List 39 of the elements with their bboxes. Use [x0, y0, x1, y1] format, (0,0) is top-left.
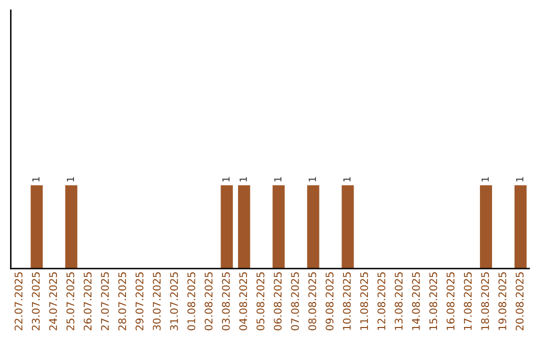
x-tick-label: 13.08.2025: [394, 272, 403, 330]
x-tick-label: 22.07.2025: [14, 272, 22, 330]
x-tick-label: 08.08.2025: [308, 272, 316, 330]
x-tick-label: 12.08.2025: [377, 272, 386, 330]
x-tick-label: 30.07.2025: [152, 272, 161, 330]
x-tick-label: 18.08.2025: [481, 272, 490, 330]
x-tick-label: 16.08.2025: [446, 272, 454, 330]
x-tick-label: 01.08.2025: [187, 272, 196, 330]
x-tick-label: 20.08.2025: [516, 272, 524, 330]
x-tick-label: 28.07.2025: [118, 272, 126, 330]
x-tick-label: 24.07.2025: [49, 272, 58, 330]
data-label: 1: [240, 177, 247, 182]
data-label: 1: [32, 177, 40, 182]
x-tick-label: 15.08.2025: [429, 272, 438, 330]
x-tick-label: 26.07.2025: [84, 272, 92, 330]
x-tick-label: 04.08.2025: [239, 272, 248, 330]
x-tick-label: 06.08.2025: [274, 272, 282, 330]
x-tick-label: 02.08.2025: [204, 272, 213, 330]
x-tick-label: 10.08.2025: [342, 272, 351, 330]
x-tick-label: 31.07.2025: [170, 272, 178, 330]
x-tick-label: 29.07.2025: [136, 272, 144, 330]
x-tick-label: 25.07.2025: [66, 272, 74, 330]
data-label: 1: [343, 177, 350, 182]
x-tick-label: 27.07.2025: [100, 272, 109, 330]
x-tick-label: 14.08.2025: [412, 272, 420, 330]
x-tick-label: 03.08.2025: [222, 272, 230, 330]
x-tick-label: 07.08.2025: [291, 272, 299, 330]
x-tick-label: 11.08.2025: [360, 272, 368, 330]
x-tick-label: 05.08.2025: [256, 272, 264, 330]
data-label: 1: [516, 177, 524, 182]
data-label: 1: [482, 177, 489, 182]
data-label: 1: [308, 177, 316, 182]
data-label: 1: [66, 177, 74, 182]
x-tick-label: 19.08.2025: [498, 272, 506, 330]
x-tick-label: 23.07.2025: [32, 272, 40, 330]
data-label: 1: [274, 177, 282, 182]
x-tick-label: 09.08.2025: [326, 272, 334, 330]
x-tick-label: 17.08.2025: [464, 272, 472, 330]
data-label: 1: [222, 177, 230, 182]
